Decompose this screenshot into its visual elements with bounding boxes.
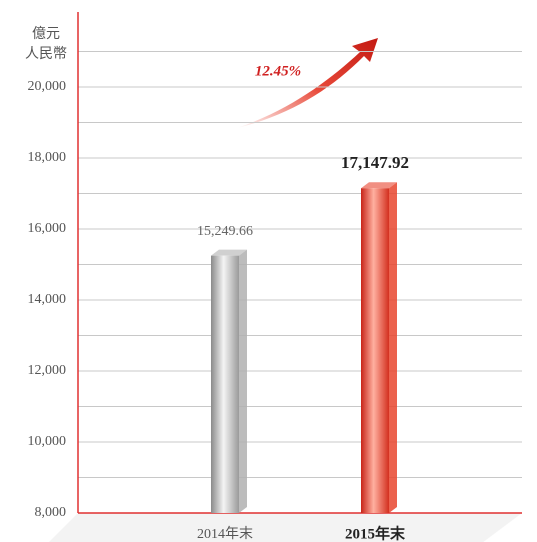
y-tick-label: 8,000 (35, 505, 67, 520)
y-tick-label: 14,000 (28, 292, 67, 307)
value-label: 15,249.66 (197, 224, 253, 239)
y-tick-label: 16,000 (28, 221, 67, 236)
bar (211, 256, 239, 513)
y-axis-label: 億元 (32, 26, 60, 42)
bar-side (239, 250, 247, 513)
y-tick-label: 20,000 (28, 79, 67, 94)
bar-side (389, 182, 397, 513)
chart: 億元 人民幣 12.45% 8,000 10,000 12,000 14,000 16,… (0, 0, 537, 542)
y-tick-label: 18,000 (28, 150, 67, 165)
value-label: 17,147.92 (341, 153, 409, 172)
growth-annotation: 12.45% (255, 63, 301, 79)
bar (361, 188, 389, 513)
y-axis-label: 人民幣 (25, 46, 67, 62)
y-tick-label: 10,000 (28, 434, 67, 449)
x-tick-label: 2014年末 (197, 526, 253, 542)
y-tick-label: 12,000 (28, 363, 67, 378)
x-tick-label: 2015年末 (345, 524, 406, 542)
floor-shadow (48, 513, 522, 542)
